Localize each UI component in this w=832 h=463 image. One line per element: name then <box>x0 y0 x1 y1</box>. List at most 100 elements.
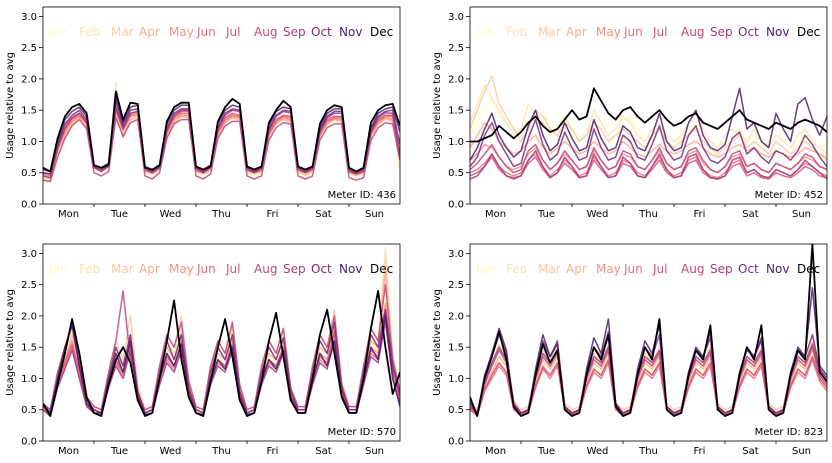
series-line-dec <box>43 289 400 417</box>
y-tick-label: 0.5 <box>448 405 464 416</box>
y-tick-label: 3.0 <box>21 249 37 260</box>
legend-entry-nov: Nov <box>339 262 362 276</box>
x-tick-label: Sun <box>792 446 811 457</box>
legend-entry-sep: Sep <box>283 262 306 276</box>
legend-entry-nov: Nov <box>766 25 789 39</box>
x-tick-label: Mon <box>485 209 506 220</box>
legend-entry-may: May <box>169 25 194 39</box>
series-line-jan <box>43 290 400 414</box>
legend-entry-jan: Jan <box>48 262 68 276</box>
series-line-jan <box>470 96 827 149</box>
x-tick-label: Wed <box>160 446 182 457</box>
x-tick-label: Mon <box>58 446 79 457</box>
series-line-dec <box>470 87 827 143</box>
axes-frame <box>469 6 828 205</box>
series-line-mar <box>470 75 827 158</box>
axes-frame <box>42 6 401 205</box>
x-tick-label: Tue <box>110 209 128 220</box>
legend-entry-oct: Oct <box>311 262 332 276</box>
y-tick-label: 0.0 <box>21 437 37 448</box>
x-tick-label: Sat <box>315 209 331 220</box>
legend-entry-jun: Jun <box>196 262 216 276</box>
series-line-dec <box>470 244 827 417</box>
meter-id-annotation: Meter ID: 436 <box>328 190 396 201</box>
axes-frame <box>42 243 401 442</box>
y-tick-label: 0.0 <box>448 437 464 448</box>
legend-entry-feb: Feb <box>506 25 527 39</box>
meter-id-annotation: Meter ID: 823 <box>755 427 823 438</box>
subplot-2: 0.0 0.5 1.0 1.5 2.0 2.5 3.0 Mon Tue Wed Thu Fri Sat S… <box>432 6 828 220</box>
y-tick-label: 2.0 <box>21 311 37 322</box>
x-tick-label: Sat <box>315 446 331 457</box>
legend-entry-dec: Dec <box>370 262 393 276</box>
y-tick-label: 1.0 <box>21 137 37 148</box>
series-group <box>470 75 827 180</box>
legend-entry-apr: Apr <box>566 262 587 276</box>
y-tick-label: 2.5 <box>448 43 464 54</box>
legend-entry-apr: Apr <box>139 262 160 276</box>
x-tick-label: Fri <box>694 446 706 457</box>
meter-id-annotation: Meter ID: 570 <box>328 427 396 438</box>
legend-entry-feb: Feb <box>506 262 527 276</box>
legend-entry-jan: Jan <box>475 262 495 276</box>
series-line-jul <box>470 156 827 180</box>
y-tick-label: 2.5 <box>21 280 37 291</box>
legend-entry-oct: Oct <box>738 262 759 276</box>
legend-entry-mar: Mar <box>538 262 561 276</box>
y-axis-label: Usage relative to avg <box>5 52 16 159</box>
series-line-dec <box>43 90 400 173</box>
y-tick-label: 1.0 <box>448 137 464 148</box>
y-axis-label: Usage relative to avg <box>5 289 16 396</box>
y-tick-label: 3.0 <box>448 12 464 23</box>
x-tick-label: Wed <box>160 209 182 220</box>
axes-frame <box>469 243 828 442</box>
x-tick-label: Thu <box>211 209 231 220</box>
y-axis-label: Usage relative to avg <box>432 289 443 396</box>
legend-entry-oct: Oct <box>311 25 332 39</box>
x-tick-label: Tue <box>537 446 555 457</box>
legend-entry-nov: Nov <box>339 25 362 39</box>
legend-entry-jul: Jul <box>652 262 667 276</box>
x-tick-label: Fri <box>694 209 706 220</box>
legend-entry-aug: Aug <box>681 262 704 276</box>
y-tick-label: 1.5 <box>448 106 464 117</box>
y-tick-label: 2.0 <box>448 74 464 85</box>
legend-entry-oct: Oct <box>738 25 759 39</box>
subplot-3: 0.0 0.5 1.0 1.5 2.0 2.5 3.0 Mon Tue Wed Thu Fri Sat S… <box>5 243 401 457</box>
y-tick-label: 2.5 <box>448 280 464 291</box>
x-tick-label: Fri <box>267 446 279 457</box>
legend-entry-dec: Dec <box>797 25 820 39</box>
x-tick-label: Sat <box>742 209 758 220</box>
x-tick-label: Thu <box>638 446 658 457</box>
series-line-sep <box>470 150 827 180</box>
legend-entry-aug: Aug <box>254 262 277 276</box>
y-axis-label: Usage relative to avg <box>432 52 443 159</box>
subplot-4: 0.0 0.5 1.0 1.5 2.0 2.5 3.0 Mon Tue Wed Thu Fri Sat S… <box>432 243 828 457</box>
y-tick-label: 1.5 <box>448 343 464 354</box>
legend-entry-may: May <box>596 262 621 276</box>
y-tick-label: 1.5 <box>21 343 37 354</box>
x-tick-label: Thu <box>211 446 231 457</box>
y-tick-label: 0.5 <box>21 168 37 179</box>
x-tick-label: Wed <box>587 209 609 220</box>
legend-entry-jan: Jan <box>475 25 495 39</box>
legend-entry-may: May <box>169 262 194 276</box>
legend-entry-feb: Feb <box>79 25 100 39</box>
y-tick-label: 1.0 <box>448 374 464 385</box>
legend-entry-feb: Feb <box>79 262 100 276</box>
y-tick-label: 0.0 <box>448 200 464 211</box>
series-line-aug <box>43 283 400 411</box>
legend-entry-aug: Aug <box>254 25 277 39</box>
x-tick-label: Fri <box>267 209 279 220</box>
series-group <box>470 244 827 417</box>
y-tick-label: 2.5 <box>21 43 37 54</box>
y-tick-label: 2.0 <box>21 74 37 85</box>
legend-entry-jun: Jun <box>623 262 643 276</box>
legend-entry-mar: Mar <box>538 25 561 39</box>
x-tick-label: Mon <box>485 446 506 457</box>
y-tick-label: 3.0 <box>21 12 37 23</box>
legend-entry-sep: Sep <box>710 262 733 276</box>
x-tick-label: Sun <box>792 209 811 220</box>
series-line-aug <box>43 116 400 183</box>
